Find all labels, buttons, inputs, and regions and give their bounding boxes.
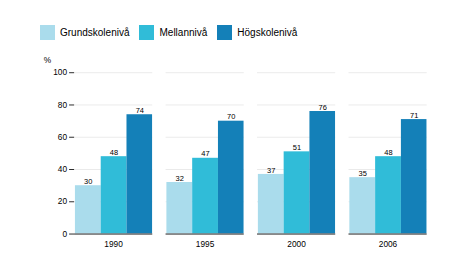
svg-text:2000: 2000	[287, 239, 306, 249]
svg-text:35: 35	[358, 169, 366, 178]
svg-text:1995: 1995	[196, 239, 215, 249]
svg-text:48: 48	[384, 148, 392, 157]
html-text:Mellannivå: Mellannivå	[159, 27, 208, 38]
svg-text:2006: 2006	[379, 239, 398, 249]
svg-text:80: 80	[58, 100, 68, 110]
svg-text:%: %	[44, 55, 52, 65]
svg-text:37: 37	[267, 166, 275, 175]
svg-text:51: 51	[293, 143, 301, 152]
svg-text:76: 76	[319, 103, 327, 112]
svg-text:71: 71	[410, 111, 418, 120]
svg-text:20: 20	[58, 196, 68, 206]
svg-text:1990: 1990	[104, 239, 123, 249]
svg-text:40: 40	[58, 164, 68, 174]
svg-text:32: 32	[176, 174, 184, 183]
svg-text:0: 0	[62, 229, 67, 239]
svg-text:60: 60	[58, 132, 68, 142]
html-text:Grundskolenivå: Grundskolenivå	[60, 27, 130, 38]
svg-text:70: 70	[227, 112, 235, 121]
svg-text:74: 74	[136, 106, 144, 115]
svg-text:100: 100	[53, 67, 67, 77]
svg-text:47: 47	[201, 149, 209, 158]
svg-text:30: 30	[84, 177, 92, 186]
svg-text:48: 48	[110, 148, 118, 157]
html-text:Högskolenivå: Högskolenivå	[237, 27, 298, 38]
